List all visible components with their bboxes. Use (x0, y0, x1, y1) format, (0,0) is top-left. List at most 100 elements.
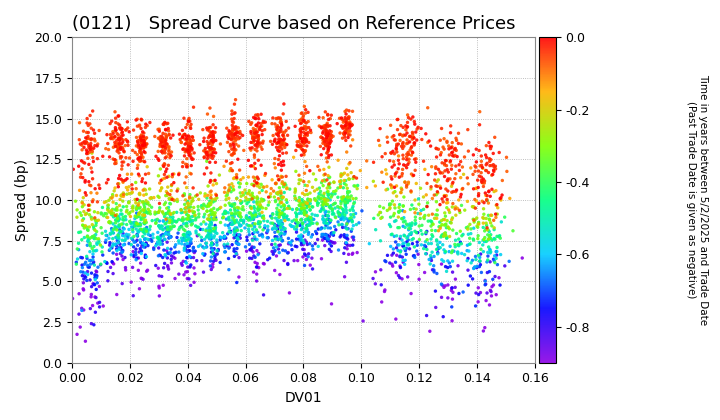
Point (123, 190, 135, 197)
Point (227, 215, 238, 221)
Point (274, 198, 286, 205)
Point (112, 237, 123, 244)
Point (208, 136, 220, 143)
Point (441, 235, 452, 242)
Point (231, 234, 243, 241)
Point (233, 212, 244, 219)
Point (312, 212, 323, 219)
Point (158, 282, 169, 289)
Point (415, 215, 426, 222)
Point (127, 207, 138, 214)
Point (447, 269, 459, 276)
Point (477, 183, 489, 190)
Point (257, 205, 269, 211)
Point (394, 253, 405, 260)
Point (351, 185, 363, 192)
Point (325, 136, 336, 143)
Point (302, 200, 313, 207)
Point (280, 127, 292, 134)
Point (223, 200, 235, 207)
Point (408, 235, 419, 242)
Point (485, 145, 496, 152)
Point (418, 245, 429, 252)
Point (226, 241, 238, 248)
Point (482, 226, 493, 233)
Point (275, 173, 287, 180)
Point (156, 148, 167, 155)
Point (306, 211, 318, 218)
Point (133, 213, 145, 220)
Point (226, 108, 238, 114)
Point (163, 131, 175, 138)
Point (155, 187, 166, 194)
Point (124, 209, 135, 216)
Point (181, 254, 193, 261)
Point (480, 226, 492, 233)
Point (84, 207, 96, 213)
Point (446, 304, 457, 310)
Point (246, 212, 258, 218)
Point (297, 126, 309, 132)
Point (410, 159, 422, 165)
Point (166, 234, 177, 240)
Point (272, 147, 284, 153)
Point (416, 222, 428, 228)
Point (150, 153, 162, 160)
Point (189, 209, 200, 215)
Point (282, 216, 293, 223)
Point (269, 138, 280, 144)
Point (272, 191, 284, 197)
Point (328, 239, 339, 246)
Point (86, 136, 97, 143)
Point (163, 228, 174, 235)
Point (223, 225, 235, 231)
Point (121, 191, 132, 197)
Point (131, 206, 143, 213)
Point (91, 239, 103, 246)
Point (447, 289, 459, 296)
Point (320, 171, 331, 178)
Point (391, 141, 402, 148)
Point (277, 132, 289, 139)
Point (253, 141, 265, 147)
Point (77, 140, 89, 147)
Point (234, 222, 246, 228)
Point (242, 190, 253, 197)
Point (156, 137, 168, 144)
Point (319, 178, 330, 184)
Point (337, 135, 348, 142)
Point (202, 134, 214, 141)
Point (139, 220, 150, 227)
Point (163, 235, 174, 242)
Point (230, 147, 242, 153)
Point (231, 251, 243, 258)
Point (206, 240, 217, 247)
Point (138, 145, 149, 152)
Point (399, 233, 410, 239)
Point (233, 254, 245, 261)
Point (204, 151, 216, 158)
Point (328, 232, 339, 239)
Point (231, 225, 243, 231)
Point (106, 133, 117, 140)
Point (229, 228, 240, 235)
Point (227, 133, 238, 139)
Point (246, 255, 258, 262)
Point (138, 187, 149, 194)
Point (228, 141, 239, 148)
Point (153, 135, 164, 142)
Point (132, 171, 144, 178)
Point (153, 234, 165, 241)
Point (348, 207, 359, 214)
Point (401, 164, 413, 171)
Point (273, 211, 284, 218)
Point (318, 201, 329, 208)
Point (492, 205, 503, 211)
Point (156, 143, 168, 150)
Point (209, 146, 220, 153)
Point (454, 228, 466, 235)
Point (297, 220, 308, 227)
Point (247, 214, 258, 220)
Point (204, 236, 215, 242)
Point (253, 132, 264, 139)
